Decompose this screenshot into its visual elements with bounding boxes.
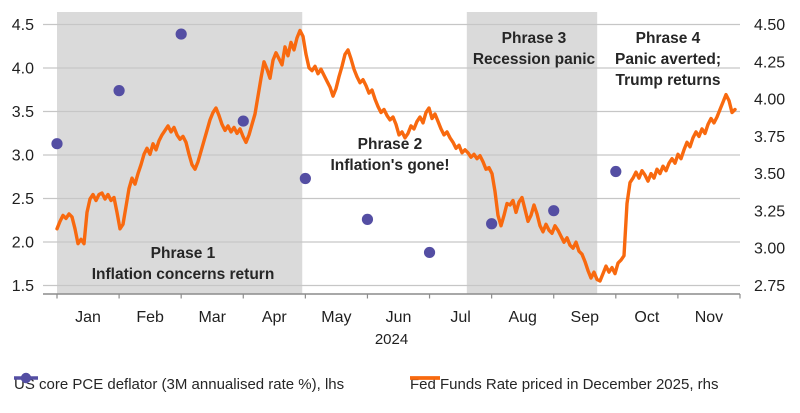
month-label: Mar xyxy=(198,309,226,326)
plot-area: Phrase 1 Inflation concerns return Phrase … xyxy=(12,12,785,348)
pce-dot xyxy=(423,246,436,259)
legend: US core PCE deflator (3M annualised rate… xyxy=(0,371,800,397)
pce-dot xyxy=(175,28,187,40)
right-axis-tick-label: 3.75 xyxy=(754,129,785,146)
right-axis-tick-label: 4.00 xyxy=(754,92,785,109)
pce-dot xyxy=(113,85,125,97)
year-label: 2024 xyxy=(375,331,408,348)
legend-label-fedfunds: Fed Funds Rate priced in December 2025, … xyxy=(410,375,719,393)
month-label: Jan xyxy=(75,309,101,326)
phase-1-band xyxy=(57,12,303,294)
pce-dot xyxy=(486,218,498,230)
left-axis-tick-label: 4.0 xyxy=(12,61,34,78)
left-axis-tick-label: 3.5 xyxy=(12,104,34,121)
right-axis-tick-label: 3.00 xyxy=(754,241,785,258)
right-axis-tick-label: 4.50 xyxy=(754,17,785,34)
left-axis-tick-label: 1.5 xyxy=(12,278,34,295)
legend-item-fedfunds: Fed Funds Rate priced in December 2025, … xyxy=(410,371,719,397)
month-label: Feb xyxy=(136,309,164,326)
month-label: Oct xyxy=(634,309,659,326)
right-axis-tick-label: 3.50 xyxy=(754,166,785,183)
pce-dot xyxy=(361,213,374,225)
fedfunds-line-icon xyxy=(410,376,440,380)
pce-line-dot-icon xyxy=(14,372,38,384)
right-axis-tick-label: 2.75 xyxy=(754,278,785,295)
phase-1-label: Phrase 1 Inflation concerns return xyxy=(92,245,275,283)
month-label: Jul xyxy=(450,309,470,326)
pce-dot xyxy=(610,165,622,178)
left-axis-tick-label: 4.5 xyxy=(12,17,34,34)
right-axis-tick-label: 4.25 xyxy=(754,54,785,71)
month-label: Nov xyxy=(695,309,723,326)
month-label: Apr xyxy=(262,309,288,326)
phase-2-label: Phrase 2 Inflation's gone! xyxy=(330,136,449,174)
pce-dot xyxy=(51,138,63,150)
left-axis-tick-label: 2.0 xyxy=(12,235,34,252)
month-label: May xyxy=(321,309,351,326)
left-axis-tick-label: 2.5 xyxy=(12,191,34,208)
phase-3-label: Phrase 3 Recession panic xyxy=(473,30,596,68)
legend-item-pce: US core PCE deflator (3M annualised rate… xyxy=(14,371,344,397)
phase-4-label: Phrase 4 Panic averted; Trump returns xyxy=(615,30,721,89)
pce-dot xyxy=(299,172,311,185)
legend-label-pce: US core PCE deflator (3M annualised rate… xyxy=(14,375,345,393)
left-axis-tick-label: 3.0 xyxy=(12,148,34,165)
month-label: Aug xyxy=(508,309,536,326)
month-label: Jun xyxy=(386,309,412,326)
month-label: Sep xyxy=(571,309,600,326)
right-axis-tick-label: 3.25 xyxy=(754,203,785,220)
pce-dot xyxy=(548,205,560,217)
fed-funds-line xyxy=(55,28,737,283)
pce-dot xyxy=(237,115,249,127)
